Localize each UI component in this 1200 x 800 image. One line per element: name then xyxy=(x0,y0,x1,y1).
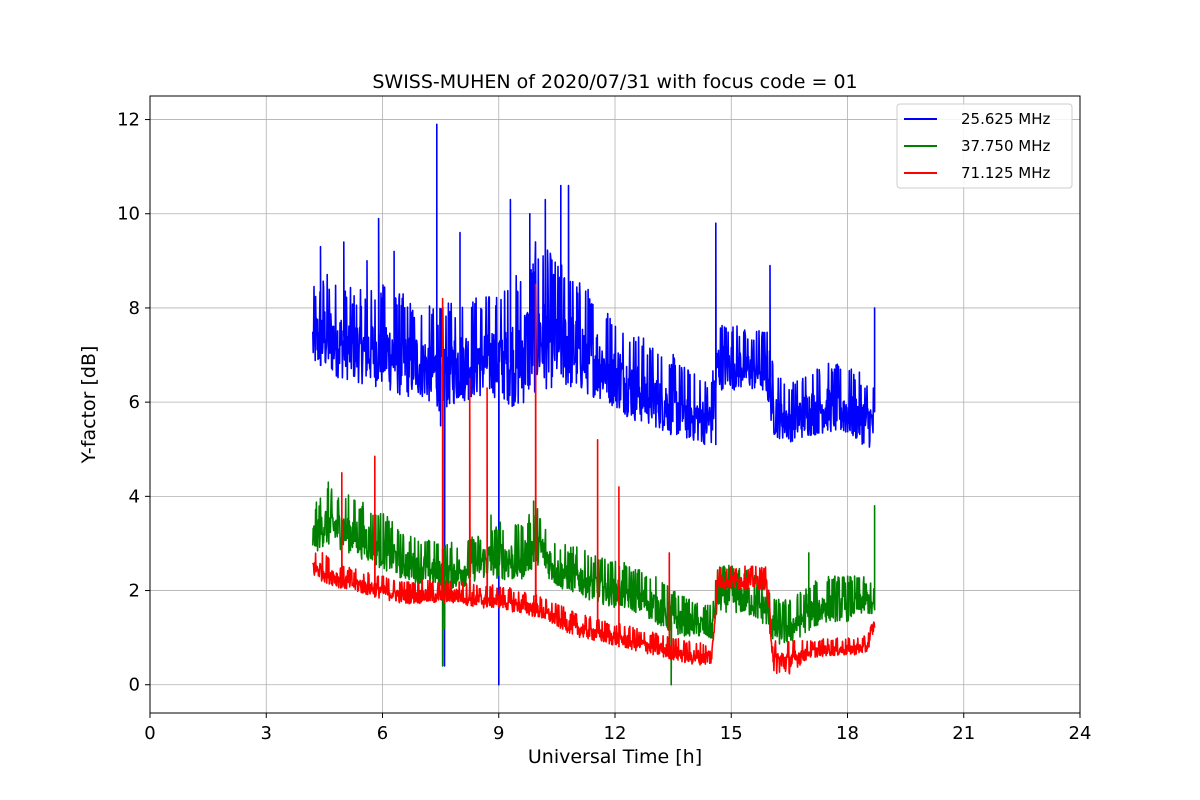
x-tick-label: 21 xyxy=(952,723,975,744)
series-3 xyxy=(312,283,876,675)
series-layer xyxy=(312,123,876,686)
x-tick-label: 18 xyxy=(836,723,859,744)
chart-title: SWISS-MUHEN of 2020/07/31 with focus cod… xyxy=(372,71,857,93)
legend-label: 71.125 MHz xyxy=(961,164,1050,182)
x-tick-label: 24 xyxy=(1069,723,1092,744)
series-line xyxy=(312,481,876,686)
x-tick-label: 3 xyxy=(261,723,272,744)
x-tick-label: 6 xyxy=(377,723,388,744)
series-1 xyxy=(312,123,876,686)
x-tick-label: 9 xyxy=(493,723,504,744)
x-tick-label: 12 xyxy=(604,723,627,744)
legend-label: 25.625 MHz xyxy=(961,110,1050,128)
legend: 25.625 MHz 37.750 MHz 71.125 MHz xyxy=(896,103,1073,189)
y-tick-label: 12 xyxy=(117,110,140,131)
y-tick-label: 0 xyxy=(129,675,140,696)
legend-label: 37.750 MHz xyxy=(961,137,1050,155)
y-tick-label: 6 xyxy=(129,392,140,413)
legend-box xyxy=(896,103,1073,189)
x-axis-label: Universal Time [h] xyxy=(528,746,702,768)
series-2 xyxy=(312,481,876,686)
x-tick-label: 15 xyxy=(720,723,743,744)
y-tick-label: 10 xyxy=(117,204,140,225)
series-line xyxy=(312,283,876,675)
y-tick-label: 8 xyxy=(129,298,140,319)
x-tick-label: 0 xyxy=(144,723,155,744)
y-tick-label: 2 xyxy=(129,581,140,602)
y-axis-label: Y-factor [dB] xyxy=(78,346,100,465)
y-tick-label: 4 xyxy=(129,486,140,507)
series-line xyxy=(312,123,876,686)
